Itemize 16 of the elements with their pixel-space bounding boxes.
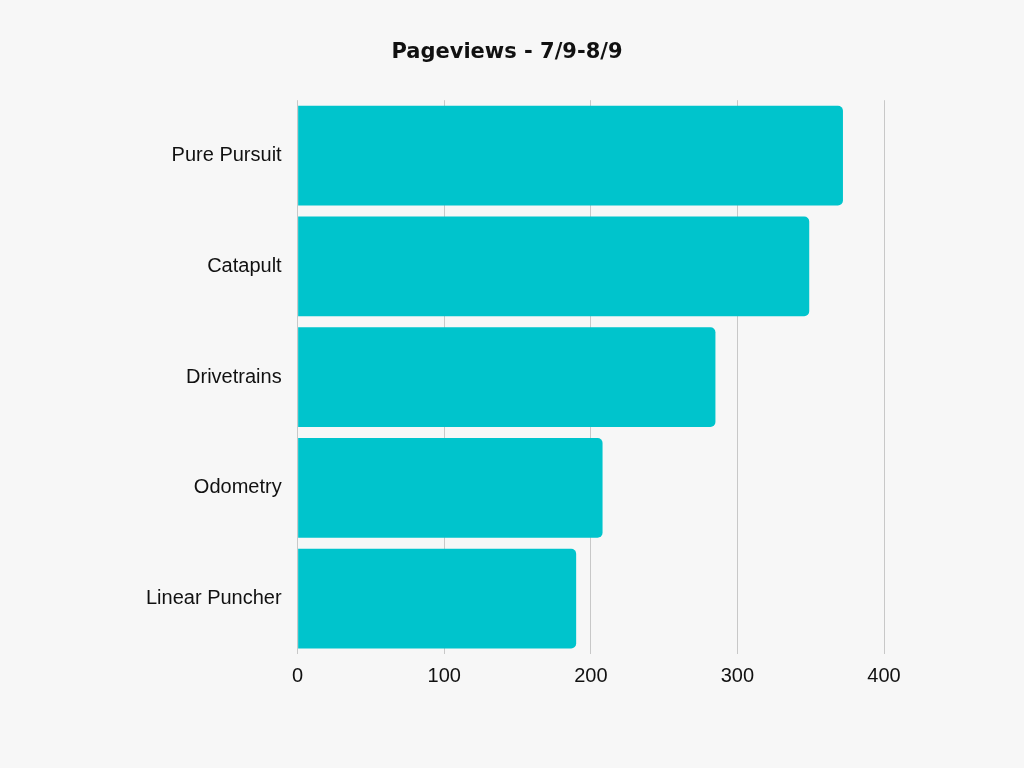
x-tick-label: 200 bbox=[574, 663, 608, 686]
y-tick-label: Catapult bbox=[207, 253, 283, 276]
bar bbox=[298, 216, 810, 317]
bar bbox=[298, 327, 716, 427]
bar bbox=[298, 105, 843, 206]
y-tick-label: Linear Puncher bbox=[145, 586, 282, 609]
y-tick-label: Drivetrains bbox=[186, 364, 282, 387]
x-tick-label: 300 bbox=[720, 663, 755, 686]
x-tick-label: 0 bbox=[292, 663, 304, 686]
x-tick-label: 100 bbox=[427, 663, 461, 686]
bar bbox=[298, 548, 577, 649]
bar bbox=[298, 438, 603, 538]
y-tick-label: Pure Pursuit bbox=[171, 143, 283, 166]
chart-title: Pageviews - 7/9-8/9 bbox=[391, 39, 623, 64]
x-tick-label: 400 bbox=[867, 663, 901, 686]
y-tick-label: Odometry bbox=[193, 475, 282, 498]
